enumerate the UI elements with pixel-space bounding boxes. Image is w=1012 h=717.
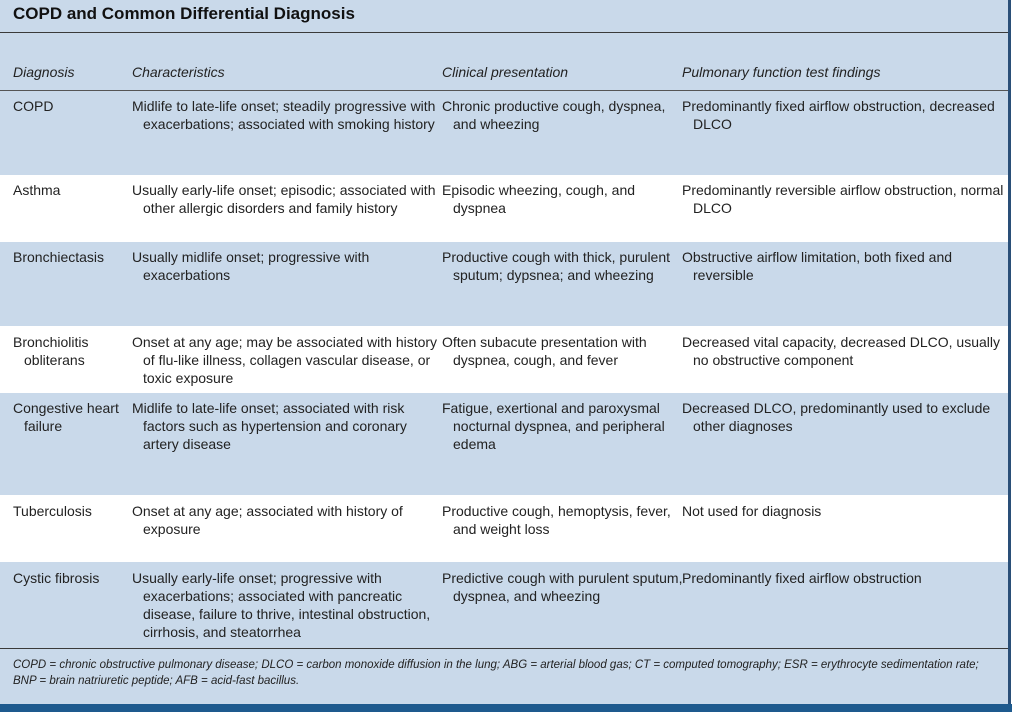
table-row: COPD Midlife to late-life onset; steadil… [0, 91, 1008, 175]
cell-diagnosis: Bronchiectasis [13, 249, 105, 265]
cell-pft: Not used for diagnosis [682, 503, 822, 519]
cell-characteristics: Onset at any age; may be associated with… [132, 334, 438, 386]
header-clinical-presentation: Clinical presentation [442, 64, 569, 80]
title-bar: COPD and Common Differential Diagnosis [0, 0, 1008, 33]
table-header-row: Diagnosis Characteristics Clinical prese… [0, 56, 1008, 91]
cell-clinical: Productive cough with thick, purulent sp… [442, 249, 671, 283]
cell-characteristics: Usually midlife onset; progressive with … [132, 249, 370, 283]
cell-diagnosis: Congestive heart failure [13, 400, 119, 434]
cell-characteristics: Usually early-life onset; episodic; asso… [132, 182, 436, 216]
cell-characteristics: Midlife to late-life onset; steadily pro… [132, 98, 436, 132]
cell-characteristics: Onset at any age; associated with histor… [132, 503, 403, 537]
cell-pft: Predominantly reversible airflow obstruc… [682, 182, 1004, 216]
header-diagnosis: Diagnosis [13, 64, 75, 80]
table-row: Asthma Usually early-life onset; episodi… [0, 175, 1008, 242]
bottom-accent-bar [0, 704, 1012, 712]
table-footnote: COPD = chronic obstructive pulmonary dis… [13, 659, 979, 687]
cell-clinical: Fatigue, exertional and paroxysmal noctu… [442, 400, 665, 452]
table-row: Tuberculosis Onset at any age; associate… [0, 495, 1008, 562]
header-pft-findings: Pulmonary function test findings [682, 64, 881, 80]
cell-diagnosis: Asthma [13, 182, 61, 198]
cell-pft: Decreased vital capacity, decreased DLCO… [682, 334, 1001, 368]
cell-clinical: Episodic wheezing, cough, and dyspnea [442, 182, 636, 216]
cell-clinical: Chronic productive cough, dyspnea, and w… [442, 98, 666, 132]
cell-pft: Decreased DLCO, predominantly used to ex… [682, 400, 991, 434]
table-row: Congestive heart failure Midlife to late… [0, 393, 1008, 495]
cell-clinical: Productive cough, hemoptysis, fever, and… [442, 503, 671, 537]
cell-pft: Predominantly fixed airflow obstruction [682, 570, 922, 586]
cell-diagnosis: Bronchiolitis obliterans [13, 334, 89, 368]
table-row: Cystic fibrosis Usually early-life onset… [0, 562, 1008, 649]
cell-clinical: Predictive cough with purulent sputum, d… [442, 570, 683, 604]
table-title: COPD and Common Differential Diagnosis [13, 4, 355, 23]
cell-pft: Predominantly fixed airflow obstruction,… [682, 98, 995, 132]
cell-diagnosis: Tuberculosis [13, 503, 92, 519]
bottom-margin [0, 712, 1012, 717]
header-characteristics: Characteristics [132, 64, 225, 80]
footnote-area: COPD = chronic obstructive pulmonary dis… [0, 648, 1008, 705]
differential-table: Diagnosis Characteristics Clinical prese… [0, 56, 1008, 649]
table-row: Bronchiectasis Usually midlife onset; pr… [0, 242, 1008, 326]
cell-characteristics: Usually early-life onset; progressive wi… [132, 570, 431, 640]
cell-clinical: Often subacute presentation with dyspnea… [442, 334, 647, 368]
cell-diagnosis: Cystic fibrosis [13, 570, 100, 586]
cell-characteristics: Midlife to late-life onset; associated w… [132, 400, 407, 452]
cell-diagnosis: COPD [13, 98, 54, 114]
table-row: Bronchiolitis obliterans Onset at any ag… [0, 326, 1008, 393]
cell-pft: Obstructive airflow limitation, both fix… [682, 249, 953, 283]
